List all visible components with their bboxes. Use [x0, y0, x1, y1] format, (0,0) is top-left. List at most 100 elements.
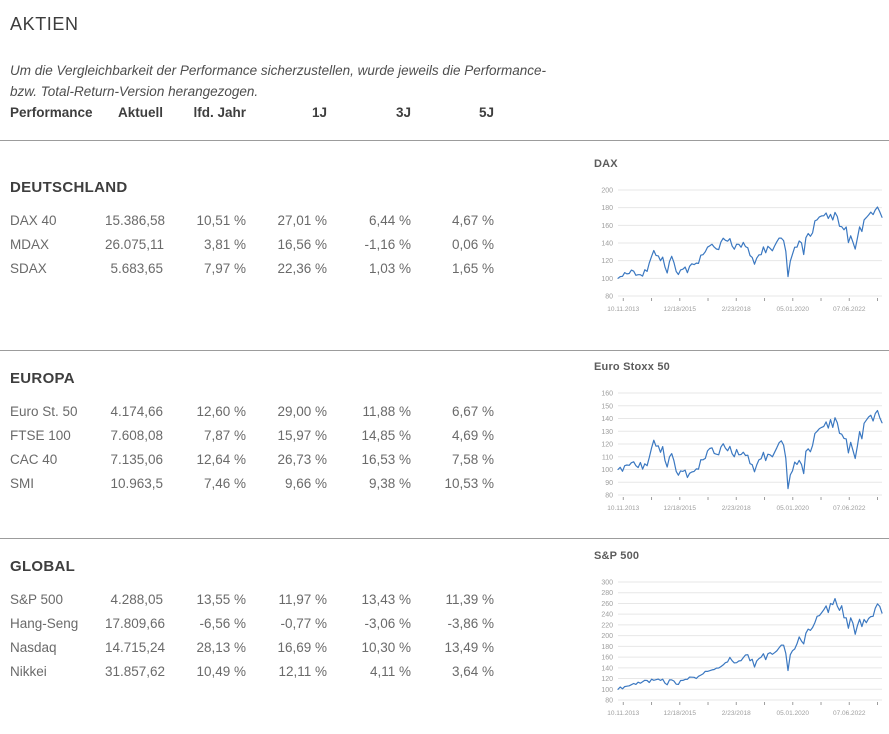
- value-cell: 29,00 %: [277, 404, 327, 419]
- column-header-lfd-jahr: lfd. Jahr: [193, 105, 246, 120]
- y-axis-label: 80: [605, 698, 613, 705]
- section-title: GLOBAL: [10, 558, 76, 575]
- index-name: Hang-Seng: [10, 616, 79, 631]
- value-cell: 12,11 %: [278, 664, 327, 679]
- y-axis-label: 120: [601, 676, 613, 683]
- y-axis-label: 260: [601, 601, 613, 608]
- y-axis-label: 200: [601, 633, 613, 640]
- performance-line: [617, 598, 883, 690]
- y-axis-label: 300: [601, 580, 613, 587]
- section-title: DEUTSCHLAND: [10, 179, 128, 196]
- chart-title-dax: DAX: [594, 158, 618, 170]
- section-title: EUROPA: [10, 370, 75, 387]
- value-cell: 9,66 %: [284, 476, 327, 491]
- x-axis-label: 07.06.2022: [833, 306, 866, 313]
- value-cell: 10,49 %: [196, 664, 246, 679]
- value-cell: 17.809,66: [105, 616, 166, 631]
- y-axis-label: 130: [601, 429, 613, 436]
- performance-line: [617, 409, 883, 490]
- section-table: S&P 500 4.288,05 13,55 % 11,97 % 13,43 % 11,3…: [10, 588, 494, 684]
- y-axis-label: 110: [602, 454, 613, 461]
- table-row: Euro St. 50 4.174,66 12,60 % 29,00 % 11,88 %…: [10, 400, 494, 424]
- index-name: Nikkei: [10, 664, 47, 679]
- value-cell: 4,11 %: [369, 664, 411, 679]
- value-cell: 10,53 %: [444, 476, 494, 491]
- y-axis-label: 150: [601, 403, 613, 410]
- section-table: DAX 40 15.386,58 10,51 % 27,01 % 6,44 % 4,67 …: [10, 209, 494, 281]
- value-cell: -0,77 %: [280, 616, 327, 631]
- value-cell: 7.608,08: [110, 428, 163, 443]
- value-cell: 10,30 %: [361, 640, 411, 655]
- value-cell: 11,97 %: [278, 592, 327, 607]
- table-row: Hang-Seng 17.809,66 -6,56 % -0,77 % -3,06 % -…: [10, 612, 494, 636]
- value-cell: -3,06 %: [364, 616, 411, 631]
- y-axis-label: 140: [601, 241, 613, 248]
- value-cell: 15.386,58: [105, 213, 166, 228]
- y-axis-label: 140: [601, 665, 613, 672]
- table-row: Nasdaq 14.715,24 28,13 % 16,69 % 10,30 % 13,4…: [10, 636, 494, 660]
- value-cell: 14,85 %: [361, 428, 411, 443]
- y-axis-label: 100: [601, 467, 613, 474]
- x-axis-label: 10.11.2013: [607, 505, 639, 512]
- value-cell: 6,67 %: [451, 404, 494, 419]
- index-name: FTSE 100: [10, 428, 71, 443]
- value-cell: 5.683,65: [110, 261, 163, 276]
- value-cell: 27,01 %: [277, 213, 327, 228]
- section-divider-1: [0, 350, 889, 351]
- y-axis-label: 160: [601, 655, 613, 662]
- index-name: MDAX: [10, 237, 50, 252]
- y-axis-label: 100: [601, 687, 613, 694]
- value-cell: 7,87 %: [203, 428, 246, 443]
- x-axis-label: 12/18/2015: [664, 710, 697, 717]
- y-axis-label: 80: [605, 294, 613, 301]
- x-axis-label: 05.01.2020: [776, 505, 809, 512]
- section-europa: EUROPA Euro St. 50 4.174,66 12,60 % 29,00 %…: [10, 370, 494, 496]
- y-axis-label: 160: [601, 223, 613, 230]
- page-title: AKTIEN: [10, 14, 79, 35]
- value-cell: 14.715,24: [105, 640, 166, 655]
- x-axis-label: 10.11.2013: [607, 710, 639, 717]
- x-axis-label: 10.11.2013: [607, 306, 639, 313]
- euro-stoxx-chart-block: Euro Stoxx 50 80 90 100 110 120 130 140 150 160 1…: [592, 361, 889, 527]
- section-divider-2: [0, 538, 889, 539]
- index-name: Nasdaq: [10, 640, 57, 655]
- table-row: SMI 10.963,5 7,46 % 9,66 % 9,38 % 10,53 %: [10, 472, 494, 496]
- column-header-3j: 3J: [395, 105, 411, 120]
- value-cell: 7,58 %: [451, 452, 494, 467]
- column-header-aktuell: Aktuell: [117, 105, 163, 120]
- value-cell: 10,51 %: [196, 213, 246, 228]
- x-axis-label: 07.06.2022: [833, 710, 866, 717]
- section-global: GLOBAL S&P 500 4.288,05 13,55 % 11,97 % 13,4…: [10, 558, 494, 684]
- chart-title-sp500: S&P 500: [594, 550, 640, 562]
- chart-title-euro-stoxx: Euro Stoxx 50: [594, 361, 670, 373]
- x-axis-label: 2/23/2018: [722, 306, 751, 313]
- table-row: CAC 40 7.135,06 12,64 % 26,73 % 16,53 % 7,58 …: [10, 448, 494, 472]
- x-axis-label: 2/23/2018: [722, 505, 751, 512]
- x-axis-label: 05.01.2020: [776, 710, 809, 717]
- value-cell: 11,88 %: [362, 404, 411, 419]
- x-axis-label: 12/18/2015: [664, 505, 697, 512]
- x-axis-label: 12/18/2015: [664, 306, 697, 313]
- value-cell: 1,03 %: [368, 261, 411, 276]
- value-cell: 12,64 %: [196, 452, 246, 467]
- index-name: CAC 40: [10, 452, 58, 467]
- index-name: SDAX: [10, 261, 47, 276]
- value-cell: 16,69 %: [277, 640, 327, 655]
- table-row: DAX 40 15.386,58 10,51 % 27,01 % 6,44 % 4,67 …: [10, 209, 494, 233]
- x-axis-label: 2/23/2018: [722, 710, 751, 717]
- index-name: SMI: [10, 476, 35, 491]
- y-axis-label: 240: [601, 612, 613, 619]
- dax-chart: 80 100 120 140 160 180 200 10.11.2013 12/18/2015…: [601, 188, 883, 313]
- column-header-5j: 5J: [478, 105, 494, 120]
- sp500-chart-block: S&P 500 80 100 120 140 160 180 200 220 240 260 280…: [592, 550, 889, 732]
- table-row: MDAX 26.075,11 3,81 % 16,56 % -1,16 % 0,06 %: [10, 233, 494, 257]
- description-line-1: Um die Vergleichbarkeit der Performance …: [10, 62, 546, 78]
- value-cell: -1,16 %: [364, 237, 411, 252]
- value-cell: 7.135,06: [110, 452, 163, 467]
- y-axis-label: 180: [601, 205, 613, 212]
- value-cell: 9,38 %: [368, 476, 411, 491]
- value-cell: 0,06 %: [451, 237, 494, 252]
- index-name: Euro St. 50: [10, 404, 78, 419]
- sp500-chart: 80 100 120 140 160 180 200 220 240 260 280 300 10.11…: [601, 580, 883, 717]
- table-header-row: Performance Aktuell lfd. Jahr 1J 3J 5J: [10, 105, 494, 120]
